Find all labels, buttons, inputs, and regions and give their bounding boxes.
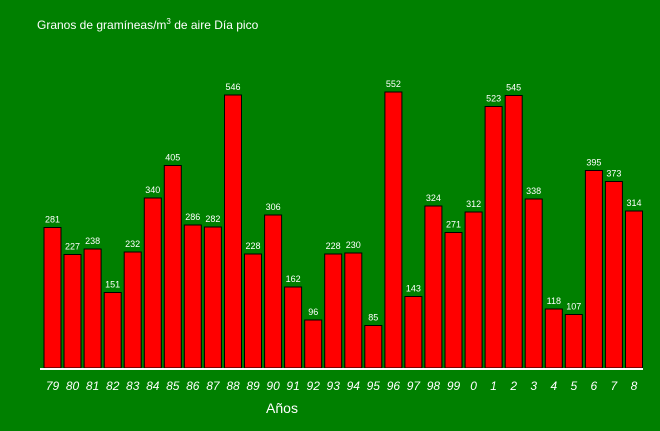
bar-88 (224, 94, 242, 369)
value-label-89: 228 (245, 241, 260, 251)
value-label-79: 281 (45, 215, 60, 225)
bar-3 (524, 198, 543, 369)
value-label-86: 286 (185, 212, 200, 222)
x-tick-label-88: 88 (226, 379, 240, 393)
bars-group (43, 91, 643, 369)
chart-title: Granos de gramíneas/m3 de aire Día pico (37, 17, 259, 32)
x-tick-label-5: 5 (570, 379, 577, 393)
chart-title-main: Granos de gramíneas/m (37, 18, 166, 32)
bar-95 (364, 325, 383, 369)
bar-98 (424, 205, 443, 369)
bar-81 (83, 248, 102, 369)
value-label-1: 523 (486, 94, 501, 104)
value-label-2: 545 (506, 83, 521, 93)
value-label-6: 395 (586, 158, 601, 168)
x-tick-label-93: 93 (327, 379, 341, 393)
value-label-7: 373 (606, 169, 621, 179)
bar-83 (123, 251, 142, 369)
x-tick-label-94: 94 (347, 379, 361, 393)
x-tick-label-89: 89 (246, 379, 260, 393)
x-tick-label-84: 84 (146, 379, 160, 393)
x-tick-label-0: 0 (470, 379, 477, 393)
value-label-0: 312 (466, 199, 481, 209)
x-tick-label-92: 92 (307, 379, 321, 393)
x-tick-label-97: 97 (407, 379, 422, 393)
bar-6 (584, 170, 603, 369)
x-axis-title: Años (266, 400, 298, 416)
value-label-99: 271 (446, 220, 461, 230)
x-tick-label-81: 81 (86, 379, 99, 393)
value-label-81: 238 (85, 236, 100, 246)
value-labels-group: 281 227 238 151 232 340 405 286 282 546 228 306 162 9… (45, 79, 642, 323)
value-label-88: 546 (225, 82, 240, 92)
bar-94 (344, 252, 363, 369)
bar-97 (404, 296, 423, 369)
tick-labels-group: 79 80 81 82 83 84 85 86 87 88 89 90 91 92 93 94 95 96 97 98… (46, 379, 638, 393)
bar-8 (625, 210, 643, 369)
bar-80 (63, 254, 82, 369)
x-tick-label-95: 95 (367, 379, 381, 393)
bar-84 (143, 197, 162, 369)
value-label-93: 228 (326, 241, 341, 251)
bar-85 (163, 165, 182, 369)
x-tick-label-87: 87 (206, 379, 221, 393)
value-label-97: 143 (406, 284, 421, 294)
x-tick-label-7: 7 (611, 379, 619, 393)
bar-1 (484, 106, 503, 369)
value-label-8: 314 (626, 198, 641, 208)
value-label-87: 282 (205, 214, 220, 224)
bar-87 (203, 226, 222, 369)
bar-86 (183, 224, 202, 369)
x-tick-label-3: 3 (530, 379, 537, 393)
value-label-94: 230 (346, 240, 361, 250)
value-label-82: 151 (105, 280, 120, 290)
bar-96 (384, 91, 403, 369)
x-tick-label-91: 91 (286, 379, 299, 393)
bar-99 (444, 232, 463, 369)
value-label-5: 107 (566, 302, 581, 312)
value-label-90: 306 (266, 202, 281, 212)
x-tick-label-83: 83 (126, 379, 140, 393)
bar-93 (324, 253, 343, 369)
bar-4 (544, 308, 563, 369)
x-tick-label-98: 98 (427, 379, 441, 393)
x-tick-label-82: 82 (106, 379, 120, 393)
x-tick-label-86: 86 (186, 379, 200, 393)
value-label-85: 405 (165, 153, 180, 163)
x-tick-label-2: 2 (509, 379, 517, 393)
bar-7 (604, 181, 623, 369)
chart-title-superscript: 3 (166, 17, 171, 26)
value-label-3: 338 (526, 186, 541, 196)
bar-82 (103, 292, 122, 369)
x-tick-label-79: 79 (46, 379, 60, 393)
value-label-4: 118 (547, 296, 561, 306)
bar-91 (284, 286, 303, 369)
bar-79 (43, 227, 62, 369)
x-tick-label-99: 99 (447, 379, 461, 393)
value-label-83: 232 (125, 239, 140, 249)
x-tick-label-85: 85 (166, 379, 180, 393)
x-tick-label-96: 96 (387, 379, 401, 393)
value-label-96: 552 (386, 79, 401, 89)
chart-title-rest: de aire Día pico (171, 18, 259, 32)
x-tick-label-1: 1 (490, 379, 497, 393)
value-label-95: 85 (368, 313, 378, 323)
bar-89 (244, 253, 262, 369)
x-tick-label-80: 80 (66, 379, 80, 393)
bar-0 (464, 211, 483, 369)
bar-92 (304, 319, 323, 369)
x-tick-label-6: 6 (591, 379, 598, 393)
value-label-80: 227 (65, 242, 80, 252)
value-label-91: 162 (286, 274, 301, 284)
x-tick-label-90: 90 (266, 379, 280, 393)
bar-2 (504, 95, 523, 369)
x-tick-label-8: 8 (631, 379, 638, 393)
value-label-98: 324 (426, 193, 441, 203)
bar-90 (264, 214, 283, 369)
value-label-84: 340 (145, 185, 160, 195)
x-tick-label-4: 4 (550, 379, 557, 393)
bar-5 (564, 314, 583, 369)
value-label-92: 96 (308, 307, 318, 317)
